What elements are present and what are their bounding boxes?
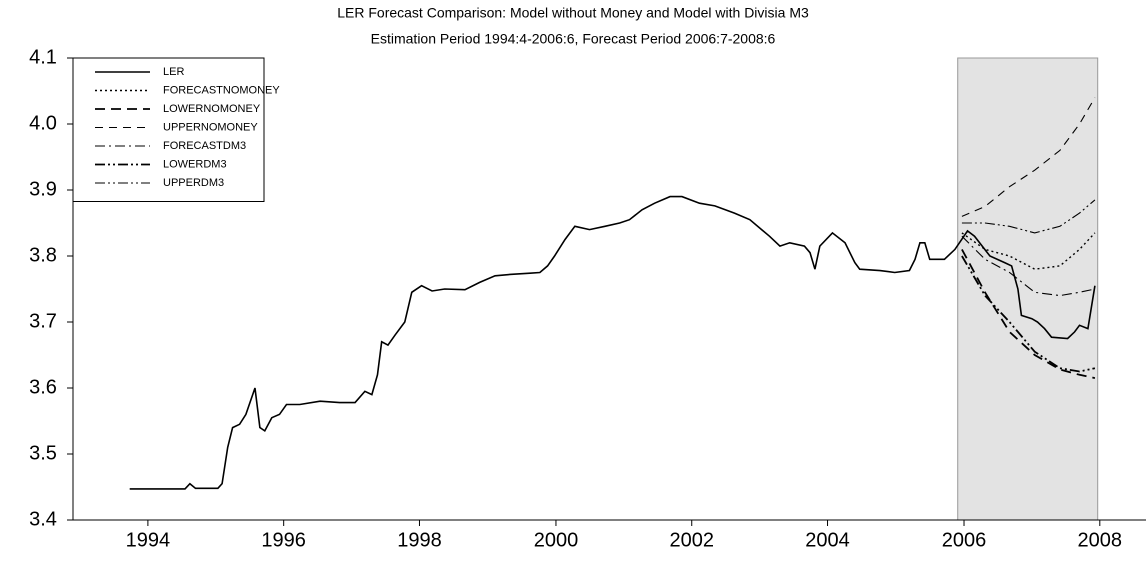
y-tick-label: 3.4: [29, 508, 57, 530]
y-tick-label: 3.5: [29, 442, 57, 464]
line-series: [961, 97, 1096, 217]
legend-label: FORECASTDM3: [163, 140, 246, 152]
chart-subtitle: Estimation Period 1994:4-2006:6, Forecas…: [371, 31, 776, 47]
y-tick-label: 3.9: [29, 178, 57, 200]
x-tick-label: 2008: [1078, 529, 1123, 551]
legend-label: FORECASTNOMONEY: [163, 84, 280, 96]
line-series: [961, 255, 1096, 373]
legend-label: LOWERDM3: [163, 158, 227, 170]
legend-label: LOWERNOMONEY: [163, 103, 261, 115]
x-tick-label: 1998: [397, 529, 442, 551]
x-tick-label: 2002: [669, 529, 714, 551]
line-series: [961, 248, 1096, 379]
chart-title: LER Forecast Comparison: Model without M…: [337, 5, 809, 21]
legend-label: UPPERNOMONEY: [163, 121, 258, 133]
line-series: [129, 195, 1096, 490]
y-tick-label: 3.6: [29, 376, 57, 398]
y-tick-label: 4.0: [29, 112, 57, 134]
legend-box: [72, 57, 265, 202]
legend-label: LER: [163, 66, 184, 78]
y-tick-label: 4.1: [29, 46, 57, 68]
x-tick-label: 2006: [942, 529, 987, 551]
x-tick-label: 1994: [126, 529, 171, 551]
y-tick-label: 3.7: [29, 310, 57, 332]
forecast-shade: [957, 57, 1099, 521]
x-tick-label: 2000: [534, 529, 579, 551]
y-tick-label: 3.8: [29, 244, 57, 266]
x-tick-label: 1996: [261, 529, 306, 551]
legend-label: UPPERDM3: [163, 177, 224, 189]
line-series: [961, 199, 1096, 234]
x-tick-label: 2004: [805, 529, 850, 551]
